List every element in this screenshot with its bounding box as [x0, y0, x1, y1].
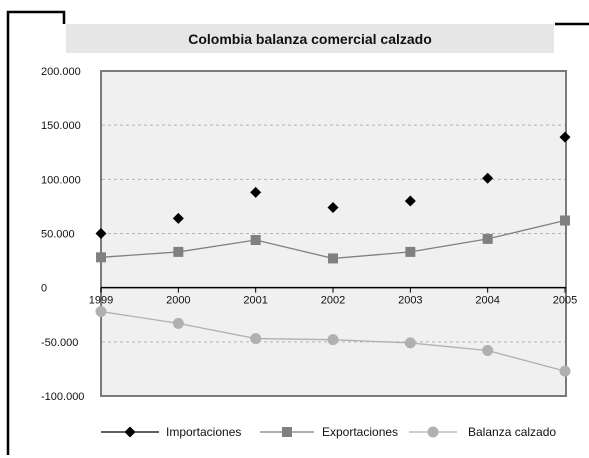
series-importaciones [95, 131, 571, 239]
legend: Importaciones Exportaciones Balanza calzad… [101, 425, 556, 439]
legend-entry-exportaciones: Exportaciones [260, 425, 398, 439]
data-point-balanza-calzado [404, 337, 416, 349]
data-point-exportaciones [328, 253, 338, 264]
data-point-importaciones [404, 195, 416, 207]
y-axis-labels: 200.000 150.000 100.000 50.000 0 -50.000 -100.… [41, 66, 84, 403]
x-tick-label: 2001 [243, 295, 267, 307]
data-point-importaciones [482, 172, 494, 184]
data-point-balanza-calzado [95, 306, 107, 317]
legend-marker-exportaciones [282, 427, 292, 437]
frame [6, 10, 589, 455]
y-tick-label: 200.000 [41, 66, 81, 78]
data-point-importaciones [95, 228, 107, 239]
y-tick-label: 0 [41, 283, 47, 295]
series-balanza-calzado [95, 306, 571, 377]
data-point-balanza-calzado [559, 365, 571, 377]
data-point-exportaciones [173, 246, 184, 257]
x-tick-label: 2003 [398, 295, 422, 307]
data-point-importaciones [172, 212, 184, 224]
y-tick-label: 50.000 [41, 229, 75, 241]
legend-label: Balanza calzado [468, 425, 556, 439]
series-exportaciones [96, 215, 570, 264]
y-tick-label: 150.000 [41, 120, 81, 132]
x-tick-label: 1999 [89, 295, 113, 307]
x-tick-label: 2004 [475, 295, 499, 307]
data-point-exportaciones [250, 235, 261, 245]
legend-label: Exportaciones [322, 425, 398, 439]
legend-marker-importaciones [124, 426, 136, 438]
x-tick-label: 2000 [166, 295, 190, 307]
data-point-balanza-calzado [250, 333, 262, 345]
x-tick-label: 2002 [321, 295, 345, 307]
y-tick-label: -100.000 [41, 391, 84, 403]
y-tick-label: -50.000 [41, 337, 78, 349]
data-point-importaciones [250, 186, 262, 198]
x-tick-label: 2005 [553, 295, 577, 307]
series [95, 131, 571, 377]
y-tick-label: 100.000 [41, 174, 81, 186]
data-point-balanza-calzado [482, 345, 494, 356]
data-point-balanza-calzado [327, 334, 339, 346]
legend-marker-balanza-calzado [427, 426, 439, 438]
data-point-exportaciones [560, 215, 570, 226]
legend-label: Importaciones [166, 425, 241, 439]
legend-entry-balanza-calzado: Balanza calzado [409, 425, 556, 439]
chart-title: Colombia balanza comercial calzado [188, 31, 432, 47]
data-point-exportaciones [96, 252, 106, 263]
x-axis: 1999 2000 2001 2002 2003 2004 2005 [89, 286, 577, 307]
data-point-exportaciones [482, 233, 493, 244]
legend-entry-importaciones: Importaciones [101, 425, 241, 439]
data-point-exportaciones [405, 246, 416, 257]
title-background [66, 24, 554, 53]
data-point-importaciones [559, 131, 571, 143]
data-point-balanza-calzado [172, 317, 184, 329]
data-point-importaciones [327, 202, 339, 213]
